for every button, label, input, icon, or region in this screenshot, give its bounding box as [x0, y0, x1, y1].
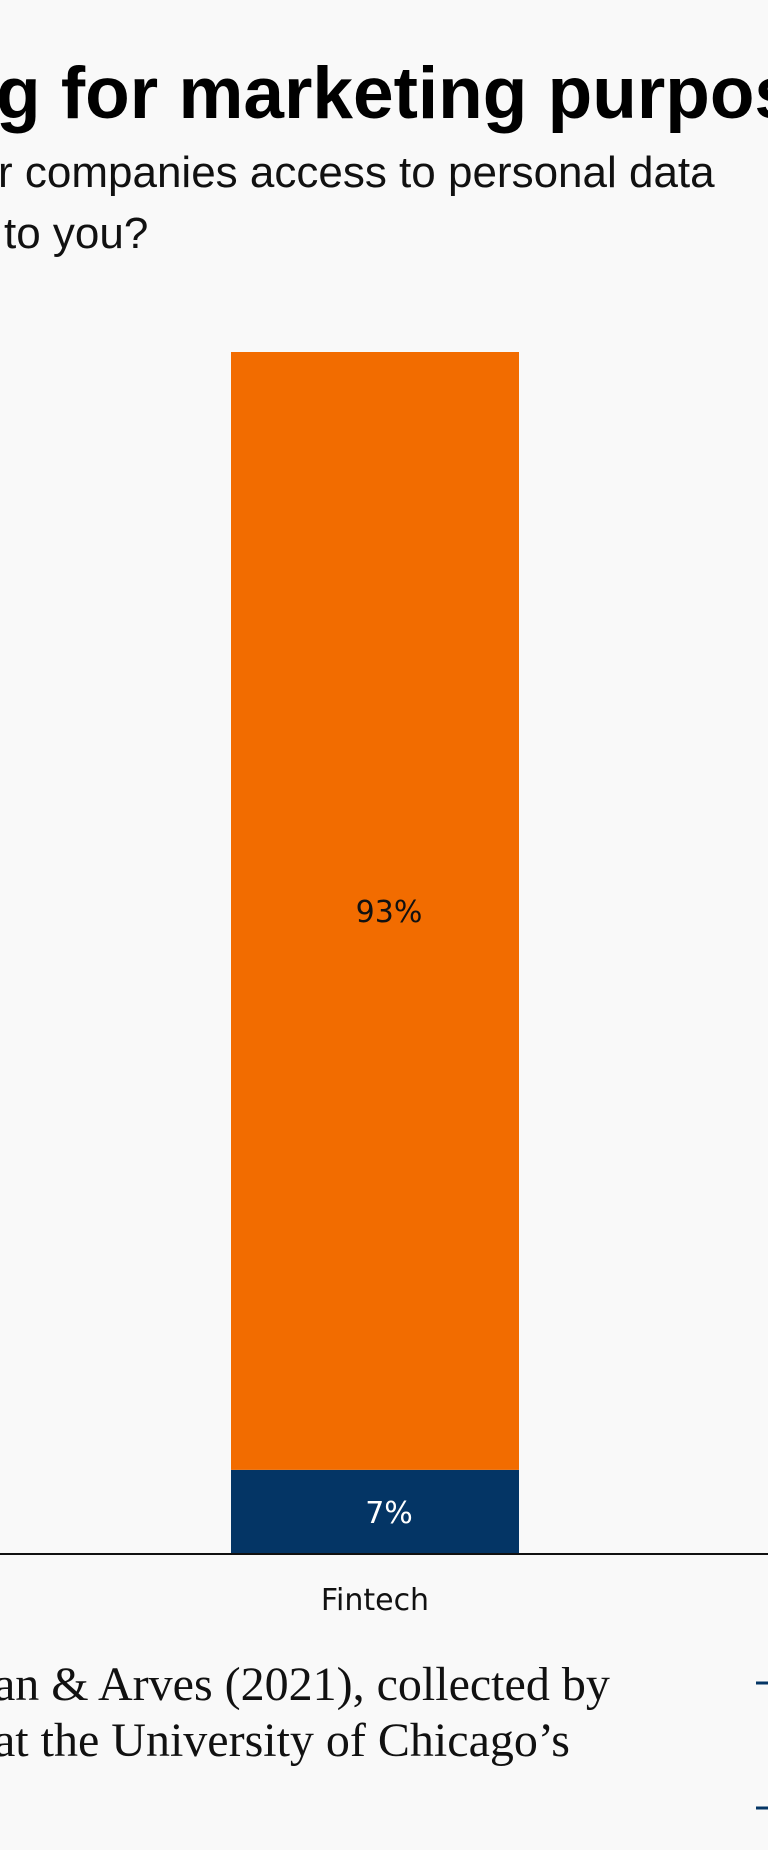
chart-subtitle: r companies access to personal data	[0, 148, 715, 197]
bar-segment	[231, 1469, 519, 1554]
chart-subtitle: to you?	[4, 209, 148, 258]
chart-title: g for marketing purpos	[0, 53, 768, 134]
data-label: 7%	[365, 1496, 413, 1531]
source-note: an & Arves (2021), collected by	[0, 1658, 610, 1711]
bar-segment	[231, 352, 519, 1470]
source-note: at the University of Chicago’s	[0, 1714, 570, 1767]
x-tick-label: Fintech	[321, 1583, 429, 1618]
data-label: 93%	[356, 895, 423, 930]
